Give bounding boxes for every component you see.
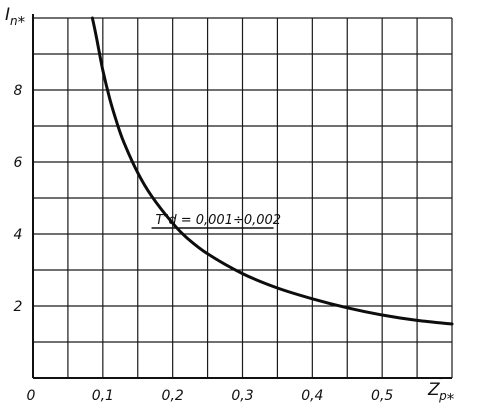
x-tick-label: 0,1 bbox=[92, 388, 114, 404]
x-tick-label: 0,5 bbox=[371, 388, 393, 404]
series-curve bbox=[90, 16, 454, 326]
x-tick-label: 0,3 bbox=[231, 388, 253, 404]
curve-annotation: T″d = 0,001÷0,002 bbox=[156, 213, 282, 228]
y-tick-label: 6 bbox=[14, 155, 23, 171]
y-tick-label: 8 bbox=[14, 83, 23, 99]
curve-group bbox=[90, 16, 454, 326]
y-tick-label: 4 bbox=[14, 227, 23, 243]
grid bbox=[33, 17, 453, 378]
x-tick-label: 0,2 bbox=[162, 388, 184, 404]
y-axis-label: In* bbox=[5, 5, 26, 31]
x-tick-label: 0 bbox=[27, 388, 36, 404]
x-tick-label: 0,4 bbox=[301, 388, 323, 404]
y-tick-label: 2 bbox=[14, 299, 23, 315]
x-axis-label: Z″ p* bbox=[427, 375, 455, 408]
labels: 0 0,1 0,2 0,3 0,4 0,5 2 4 6 8 In* Z″ p* T″d = 0,001÷0… bbox=[5, 5, 455, 408]
axes bbox=[32, 14, 452, 379]
